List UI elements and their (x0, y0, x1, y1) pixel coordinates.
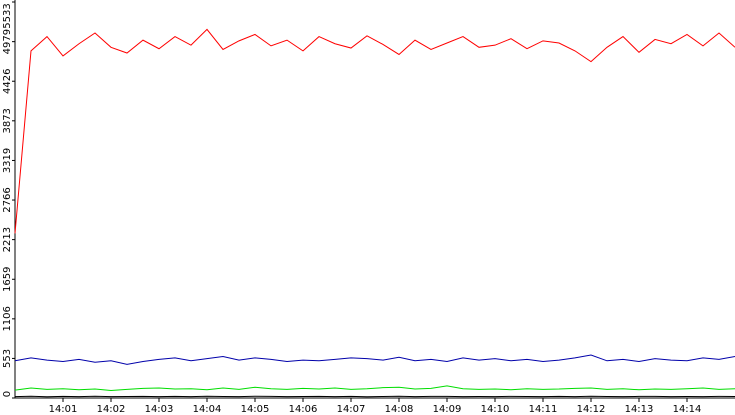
x-tick-label: 14:12 (577, 404, 606, 415)
series-line (14, 28, 735, 234)
y-tick-label: 2213 (2, 227, 13, 252)
x-tick-label: 14:05 (241, 404, 270, 415)
y-tick-label: 1106 (2, 306, 13, 331)
y-tick-label: 3319 (2, 148, 13, 173)
y-tick-label: 553 (2, 349, 13, 368)
x-tick-label: 14:11 (529, 404, 558, 415)
x-tick-label: 14:10 (481, 404, 510, 415)
y-tick-label: 2766 (2, 187, 13, 212)
y-tick-label: 0 (2, 391, 13, 397)
y-tick-label: 1659 (2, 267, 13, 292)
x-tick-label: 14:07 (337, 404, 366, 415)
x-tick-label: 14:04 (193, 404, 222, 415)
x-tick-label: 14:03 (145, 404, 174, 415)
y-tick-label: 3873 (2, 108, 13, 133)
x-tick-label: 14:14 (673, 404, 702, 415)
series-line (14, 385, 735, 391)
x-tick-label: 14:13 (625, 404, 654, 415)
x-tick-label: 14:01 (49, 404, 78, 415)
series-line (14, 354, 735, 365)
y-tick-label: 4979 (2, 29, 13, 54)
x-tick-label: 14:08 (385, 404, 414, 415)
x-tick-label: 14:02 (97, 404, 126, 415)
x-tick-label: 14:06 (289, 404, 318, 415)
y-tick-label: 5533 (2, 3, 13, 28)
x-tick-label: 14:09 (433, 404, 462, 415)
y-tick-label: 4426 (2, 69, 13, 94)
series-line (14, 395, 735, 398)
